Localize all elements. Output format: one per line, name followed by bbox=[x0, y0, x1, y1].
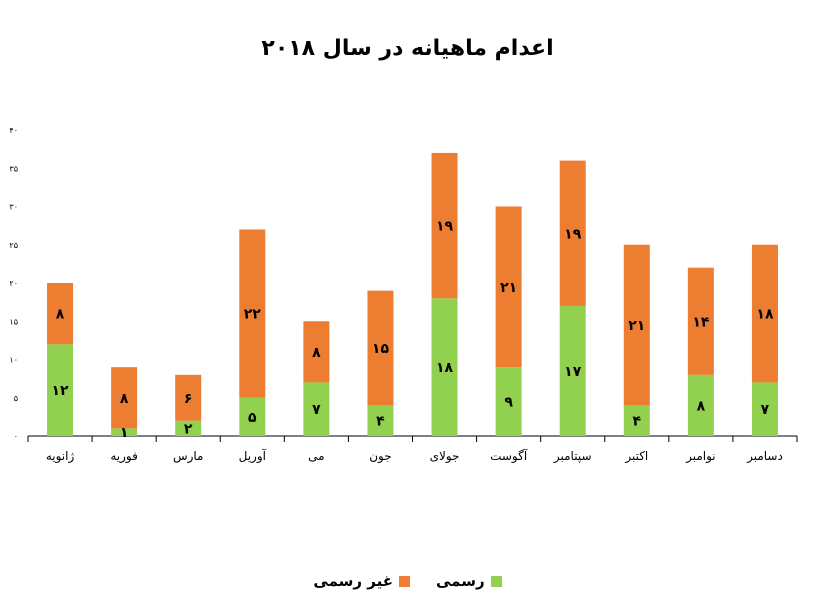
legend-swatch-official bbox=[490, 575, 502, 587]
bar-official-2 bbox=[111, 428, 138, 436]
data-label-unofficial-4: ۲۲ bbox=[244, 307, 262, 323]
y-tick-label: ۰ bbox=[14, 432, 18, 441]
bar-unofficial-1 bbox=[47, 283, 74, 345]
chart-title: اعدام ماهیانه در سال ۲۰۱۸ bbox=[261, 36, 554, 61]
y-tick-label: ۲۵ bbox=[9, 241, 18, 250]
data-label-unofficial-10: ۲۱ bbox=[628, 318, 645, 334]
y-tick-label: ۵ bbox=[14, 394, 18, 403]
bar-unofficial-7 bbox=[431, 152, 458, 299]
x-tick-label-12: دسامبر bbox=[746, 449, 783, 464]
data-label-official-9: ۱۷ bbox=[564, 364, 582, 380]
data-label-unofficial-11: ۱۴ bbox=[692, 314, 710, 330]
bar-unofficial-2 bbox=[111, 367, 138, 429]
data-label-official-1: ۱۲ bbox=[51, 383, 69, 399]
x-tick-label-2: فوریه bbox=[110, 449, 138, 464]
bar-official-1 bbox=[47, 344, 74, 436]
data-label-official-8: ۹ bbox=[504, 395, 513, 411]
bar-official-6 bbox=[367, 405, 394, 436]
legend: رسمی غیر رسمی bbox=[0, 572, 815, 590]
data-label-official-2: ۱ bbox=[120, 425, 129, 441]
bar-unofficial-8 bbox=[495, 206, 522, 368]
data-label-unofficial-6: ۱۵ bbox=[372, 341, 390, 357]
x-tick-label-6: جون bbox=[369, 449, 391, 464]
y-tick-label: ۱۵ bbox=[9, 317, 18, 326]
bar-official-3 bbox=[175, 420, 202, 436]
y-axis: ۰ ۵ ۱۰ ۱۵ ۲۰ ۲۵ ۳۰ ۳۵ ۴۰ bbox=[9, 126, 18, 441]
data-label-unofficial-2: ۸ bbox=[120, 391, 129, 407]
data-label-unofficial-1: ۸ bbox=[56, 307, 65, 323]
bar-official-4 bbox=[239, 397, 266, 436]
bar-unofficial-3 bbox=[175, 374, 202, 421]
y-tick-label: ۳۵ bbox=[9, 164, 18, 173]
x-tick-label-7: جولای bbox=[430, 449, 460, 464]
x-tick-label-3: مارس bbox=[173, 449, 204, 464]
bar-unofficial-5 bbox=[303, 321, 330, 383]
data-label-official-10: ۴ bbox=[633, 414, 642, 430]
x-tick-label-4: آوریل bbox=[239, 448, 267, 464]
bar-official-8 bbox=[495, 367, 522, 436]
x-tick-label-8: آگوست bbox=[490, 448, 528, 464]
x-tick-label-10: اکتبر bbox=[624, 449, 648, 464]
data-label-unofficial-7: ۱۹ bbox=[436, 219, 454, 235]
legend-item-unofficial: غیر رسمی bbox=[313, 572, 410, 590]
data-label-unofficial-3: ۶ bbox=[184, 391, 193, 407]
bar-official-5 bbox=[303, 382, 330, 436]
data-label-official-7: ۱۸ bbox=[436, 360, 454, 376]
bar-unofficial-11 bbox=[687, 267, 714, 375]
data-label-official-12: ۷ bbox=[761, 402, 770, 418]
bar-unofficial-6 bbox=[367, 290, 394, 406]
bar-official-9 bbox=[559, 305, 586, 436]
data-label-official-3: ۲ bbox=[184, 421, 193, 437]
bar-official-11 bbox=[687, 374, 714, 436]
x-tick-label-5: می bbox=[308, 449, 324, 463]
y-tick-label: ۳۰ bbox=[9, 203, 18, 212]
data-label-official-11: ۸ bbox=[697, 398, 706, 414]
y-tick-label: ۴۰ bbox=[9, 126, 18, 135]
data-label-unofficial-5: ۸ bbox=[312, 345, 321, 361]
bar-unofficial-9 bbox=[559, 160, 586, 306]
legend-label-unofficial: غیر رسمی bbox=[313, 572, 393, 590]
y-tick-label: ۲۰ bbox=[9, 279, 18, 288]
bar-unofficial-12 bbox=[751, 244, 778, 383]
data-label-unofficial-12: ۱۸ bbox=[756, 307, 774, 323]
data-label-unofficial-8: ۲۱ bbox=[500, 280, 517, 296]
x-tick-label-1: ژانویه bbox=[46, 449, 75, 464]
bar-unofficial-4 bbox=[239, 229, 266, 398]
bar-official-10 bbox=[623, 405, 650, 436]
x-tick-label-9: سپتامبر bbox=[553, 449, 592, 464]
legend-swatch-unofficial bbox=[398, 575, 410, 587]
data-label-official-6: ۴ bbox=[376, 414, 385, 430]
data-label-official-5: ۷ bbox=[312, 402, 321, 418]
bar-official-7 bbox=[431, 298, 458, 436]
bar-unofficial-10 bbox=[623, 244, 650, 406]
x-axis: ژانویه فوریه مارس آوریل می جون جولای آگوست سپتام… bbox=[27, 435, 798, 464]
bar-official-12 bbox=[751, 382, 778, 436]
x-tick-label-11: نوامبر bbox=[685, 449, 716, 464]
y-tick-label: ۱۰ bbox=[9, 356, 18, 365]
legend-item-official: رسمی bbox=[436, 572, 502, 590]
legend-label-official: رسمی bbox=[435, 572, 485, 590]
data-label-unofficial-9: ۱۹ bbox=[564, 226, 582, 242]
data-label-official-4: ۵ bbox=[248, 410, 257, 426]
bars bbox=[47, 152, 778, 436]
